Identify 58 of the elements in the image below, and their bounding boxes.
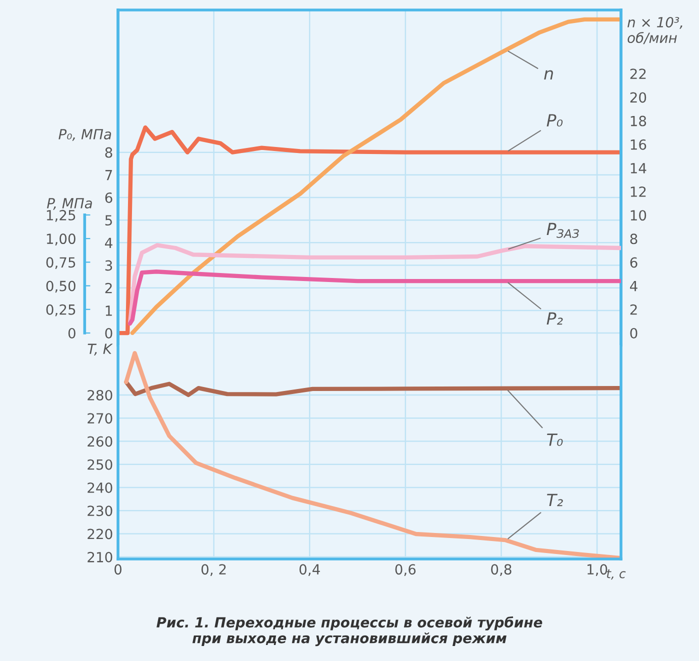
x-tick-label: 0,8: [491, 564, 512, 576]
y3-axis-title: P, МПа: [46, 198, 92, 210]
y-axis-title: T, K: [88, 344, 113, 356]
y2-tick-label: 14: [630, 163, 646, 174]
y2-tick-label: 4: [630, 280, 638, 292]
series-label: P$_{ЗАЗ}$: [546, 222, 579, 238]
y-tick-label: 2: [105, 282, 112, 294]
y2-tick-label: 8: [630, 234, 638, 244]
y-tick-label: 250: [88, 459, 112, 470]
y-tick-label: 270: [88, 413, 112, 424]
y-tick-label: 0: [105, 328, 112, 338]
y2-tick-label: 22: [630, 68, 646, 79]
y3-tick-label: 1,25: [46, 210, 76, 222]
y2-tick-label: 10: [630, 210, 646, 221]
y-tick-label: 230: [88, 506, 112, 516]
line-series: [124, 351, 621, 559]
series-label: P₂: [546, 312, 563, 325]
y2-tick-label: 6: [630, 257, 638, 268]
y-tick-label: 4: [104, 238, 112, 248]
text: n: [544, 70, 553, 80]
y2-axis-title: n × 10³, об/мин: [628, 16, 682, 44]
x-tick-label: 0: [114, 564, 122, 575]
line-series: [128, 270, 621, 326]
y3-tick-label: 1,00: [46, 234, 76, 246]
y2-tick-label: 2: [630, 304, 637, 315]
x-tick-label: 0,6: [395, 564, 416, 576]
y-tick-label: 280: [88, 390, 112, 400]
y-axis-title: P₀, МПа: [58, 129, 112, 141]
x-axis-title: t, c: [606, 569, 626, 580]
y3-tick-label: 0,25: [46, 304, 76, 316]
y-tick-label: 260: [88, 436, 112, 447]
y3-tick-label: 0: [68, 328, 76, 338]
y2-tick-label: 12: [630, 186, 646, 197]
x-tick-label: 0, 2: [201, 564, 226, 576]
y-tick-label: 220: [88, 528, 112, 540]
x-tick-label: 0,4: [299, 564, 320, 576]
y-tick-label: 7: [105, 170, 112, 180]
y3-tick-label: 0,50: [46, 280, 76, 293]
line-series: [124, 380, 621, 398]
text: T₀: [547, 434, 563, 446]
y-tick-label: 8: [105, 147, 112, 158]
text: T₂: [547, 494, 563, 506]
x-tick-label: 1,0: [588, 564, 608, 576]
series-label: P₀: [546, 114, 563, 127]
y2-tick-label: 16: [630, 139, 646, 150]
y2-tick-label: 20: [630, 92, 646, 103]
y-tick-label: 3: [105, 260, 112, 271]
y2-tick-label: 0: [630, 328, 638, 338]
text: Рис. 1. Переходные процессы в осевой турбине при выходе на установившийся режим: [156, 616, 542, 646]
y-tick-label: 6: [105, 192, 112, 203]
y-tick-label: 210: [88, 552, 112, 562]
y-tick-label: 1: [106, 306, 112, 316]
line-series: [118, 125, 621, 336]
y3-tick-label: 0,75: [46, 257, 76, 270]
y-tick-label: 5: [105, 215, 112, 226]
line-series: [130, 17, 621, 336]
y-tick-label: 240: [88, 482, 112, 493]
y2-tick-label: 18: [630, 116, 646, 126]
